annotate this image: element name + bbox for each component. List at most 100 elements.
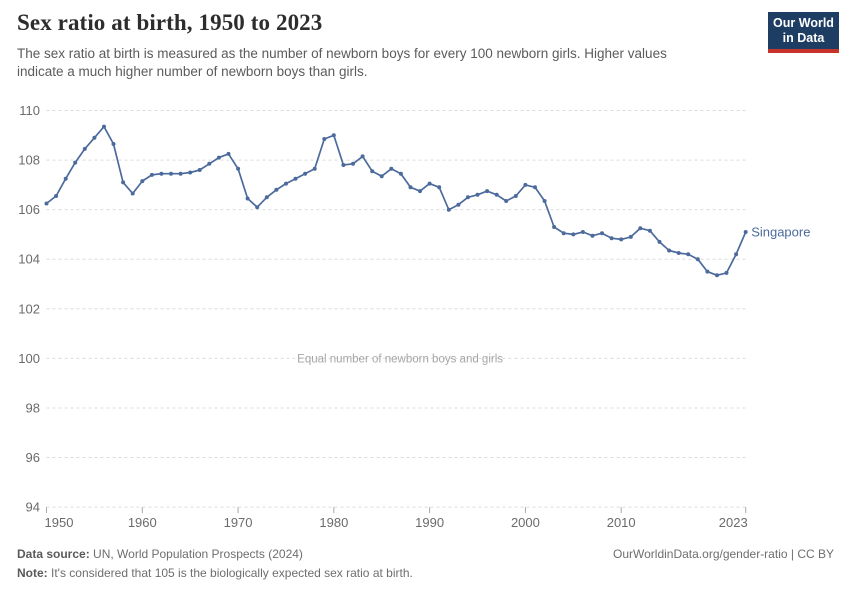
- data-point: [149, 172, 154, 177]
- data-point: [398, 171, 403, 176]
- data-point: [341, 163, 346, 167]
- series-points: [44, 124, 748, 278]
- data-point: [734, 252, 739, 257]
- data-point: [351, 161, 355, 166]
- data-point: [274, 187, 279, 192]
- data-point: [370, 169, 375, 174]
- data-point: [609, 236, 614, 241]
- data-source-label: Data source:: [17, 547, 90, 561]
- data-point: [245, 196, 250, 201]
- data-point: [542, 199, 547, 203]
- y-axis-labels: 94 96 98 100 102 104 106 108 110: [18, 103, 40, 515]
- data-point: [561, 231, 566, 236]
- data-point: [379, 174, 384, 179]
- note-line: Note: It's considered that 105 is the bi…: [17, 566, 834, 580]
- sex-ratio-line-chart: 94 96 98 100 102 104 106 108 110 1950 1960 1970 1980…: [18, 103, 810, 530]
- x-tick-label: 1980: [319, 515, 348, 530]
- x-axis-labels: 1950 1960 1970 1980 1990 2000 2010 2023: [45, 515, 748, 530]
- note-label: Note:: [17, 566, 48, 580]
- data-point: [216, 155, 221, 160]
- data-point: [264, 195, 269, 200]
- data-point: [322, 137, 327, 141]
- series-line: [45, 125, 747, 277]
- x-tick-label: 1970: [224, 515, 253, 530]
- data-point: [667, 248, 672, 253]
- data-point: [102, 124, 106, 129]
- data-point: [207, 161, 212, 166]
- data-point: [197, 168, 202, 172]
- data-point: [580, 230, 585, 234]
- owid-link: OurWorldinData.org/gender-ratio | CC BY: [613, 547, 834, 561]
- data-point: [73, 160, 78, 165]
- data-point: [437, 185, 442, 190]
- y-gridlines: [46, 110, 746, 508]
- data-point: [303, 171, 308, 176]
- data-point: [92, 135, 97, 140]
- equal-ratio-annotation: Equal number of newborn boys and girls: [297, 353, 503, 365]
- data-point: [140, 179, 145, 184]
- data-point: [44, 201, 49, 206]
- data-point: [255, 205, 260, 210]
- data-point: [523, 182, 528, 187]
- x-tick-label: 1990: [415, 515, 444, 530]
- y-tick-label: 102: [18, 301, 40, 316]
- data-point: [63, 176, 68, 181]
- x-axis-ticks: [46, 507, 747, 514]
- y-tick-label: 94: [26, 500, 40, 515]
- data-point: [619, 237, 624, 242]
- data-point: [552, 225, 557, 229]
- data-point: [571, 232, 576, 237]
- data-point: [159, 171, 164, 176]
- data-point: [533, 185, 537, 190]
- data-point: [331, 133, 336, 138]
- owid-logo-line2: in Data: [782, 30, 825, 45]
- data-point: [715, 273, 719, 278]
- note-text: It's considered that 105 is the biologic…: [47, 566, 413, 580]
- y-tick-label: 100: [18, 351, 40, 366]
- data-point: [465, 195, 470, 200]
- data-point: [130, 191, 135, 196]
- data-point: [600, 231, 604, 236]
- chart-header: Sex ratio at birth, 1950 to 2023 The sex…: [17, 10, 755, 81]
- data-point: [446, 207, 451, 212]
- x-tick-label: 1960: [128, 515, 157, 530]
- data-point: [676, 251, 681, 255]
- data-point: [456, 202, 461, 207]
- y-tick-label: 106: [18, 202, 40, 217]
- chart-subtitle: The sex ratio at birth is measured as th…: [17, 45, 755, 81]
- data-point: [686, 252, 691, 257]
- data-point: [638, 226, 643, 231]
- entity-label: Singapore: [751, 224, 810, 239]
- x-tick-label: 2000: [511, 515, 540, 530]
- data-point: [293, 176, 298, 181]
- data-point: [705, 269, 710, 274]
- data-point: [657, 239, 662, 244]
- data-point: [743, 230, 748, 234]
- y-tick-label: 98: [26, 400, 40, 415]
- subtitle-line-1: The sex ratio at birth is measured as th…: [17, 46, 667, 61]
- data-point: [389, 166, 394, 171]
- line-chart-area: 94 96 98 100 102 104 106 108 110 1950 1960 1970 1980…: [0, 92, 850, 544]
- data-point: [647, 228, 652, 233]
- y-tick-label: 110: [19, 103, 40, 118]
- y-tick-label: 104: [18, 252, 40, 267]
- data-point: [82, 146, 87, 151]
- owid-logo-accent-bar: [768, 49, 839, 53]
- y-tick-label: 96: [26, 450, 40, 465]
- data-point: [418, 189, 422, 194]
- data-point: [284, 181, 288, 186]
- y-tick-label: 108: [18, 153, 40, 168]
- owid-logo: Our World in Data: [768, 12, 839, 49]
- data-point: [169, 171, 173, 176]
- data-point: [408, 185, 413, 190]
- x-tick-label: 2023: [719, 515, 748, 530]
- data-point: [590, 233, 595, 238]
- data-point: [54, 194, 59, 198]
- data-point: [724, 270, 729, 275]
- owid-logo-line1: Our World: [773, 16, 834, 31]
- data-point: [121, 180, 126, 185]
- data-point: [494, 192, 499, 197]
- data-point: [485, 189, 490, 194]
- data-point: [628, 234, 633, 239]
- page-title: Sex ratio at birth, 1950 to 2023: [17, 10, 323, 35]
